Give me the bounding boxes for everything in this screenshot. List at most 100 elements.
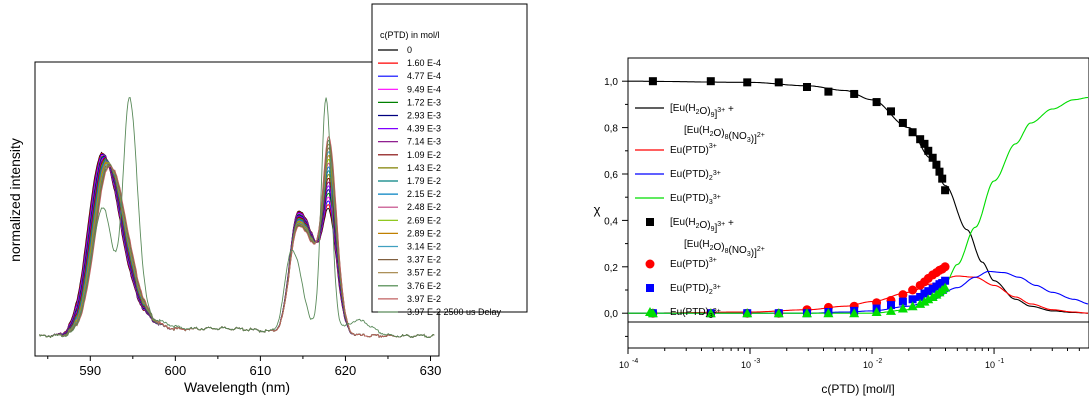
spectra-legend-box <box>371 3 528 313</box>
speciation-legend-marker <box>646 284 654 292</box>
speciation-x-tick-label: 10 <box>985 360 995 370</box>
speciation-point-series-3 <box>871 307 882 317</box>
spectra-legend-label: 3.57 E-2 <box>407 268 441 278</box>
speciation-legend-label-cont: [Eu(H2O)8(NO3)]2+ <box>684 239 765 259</box>
speciation-point-series-0 <box>920 139 929 148</box>
spectra-x-ticks: 590 600 610 620 630 <box>47 356 442 378</box>
speciation-point-series-3 <box>915 298 926 308</box>
speciation-point-series-3 <box>919 296 930 306</box>
spectra-legend-label: 1.79 E-2 <box>407 176 441 186</box>
speciation-point-series-1 <box>898 290 908 300</box>
speciation-point-series-2 <box>924 287 933 296</box>
speciation-point-series-0 <box>928 153 937 162</box>
spectra-x-tick-label: 610 <box>250 363 272 378</box>
speciation-point-series-0 <box>908 128 917 137</box>
speciation-x-tick-label: 10 <box>741 360 751 370</box>
spectra-x-tick-label: 620 <box>335 363 357 378</box>
spectra-legend-label: 9.49 E-4 <box>407 84 441 94</box>
speciation-point-series-3 <box>801 308 812 318</box>
speciation-point-series-2 <box>898 297 907 306</box>
speciation-point-series-0 <box>938 174 947 183</box>
speciation-chart: 0,00,20,40,60,81,0 10 -4 10 -3 10 -2 10 -1 c(PT… <box>594 57 1089 396</box>
speciation-point-series-0 <box>774 78 783 87</box>
spectra-legend: c(PTD) in mol/l 0 1.60 E-4 4.77 E-4 9.49 E-… <box>371 3 528 317</box>
speciation-x-tick-exponent: -1 <box>998 358 1004 365</box>
speciation-point-series-3 <box>849 308 860 318</box>
speciation-point-series-0 <box>706 77 715 86</box>
speciation-x-tick-exponent: -3 <box>754 358 760 365</box>
speciation-y-tick-label: 1,0 <box>604 77 618 88</box>
speciation-point-series-0 <box>941 186 950 195</box>
spectra-legend-label: 2.89 E-2 <box>407 228 441 238</box>
speciation-point-series-0 <box>743 78 752 87</box>
spectra-legend-label: 1.72 E-3 <box>407 97 441 107</box>
speciation-x-tick-exponent: -2 <box>876 358 882 365</box>
spectra-legend-label: 3.97 E-2 2500 us Delay <box>407 307 502 317</box>
spectra-x-tick-label: 630 <box>420 363 442 378</box>
speciation-x-tick-label: 10 <box>619 360 629 370</box>
speciation-point-series-3 <box>923 294 934 304</box>
speciation-point-series-2 <box>941 276 950 285</box>
speciation-x-ticks: 10 -4 10 -3 10 -2 10 -1 <box>619 348 1080 370</box>
speciation-x-tick-exponent: -4 <box>632 358 638 365</box>
spectra-legend-label: 3.76 E-2 <box>407 281 441 291</box>
speciation-point-series-0 <box>898 118 907 127</box>
spectra-legend-title: c(PTD) in mol/l <box>380 30 440 40</box>
spectra-legend-label: 3.97 E-2 <box>407 294 441 304</box>
spectra-legend-label: 1.09 E-2 <box>407 150 441 160</box>
speciation-y-axis-label: χ <box>594 202 601 217</box>
speciation-legend-label: [Eu(H2O)9]3+ + <box>670 103 734 120</box>
spectra-y-axis-label: normalized intensity <box>7 138 23 262</box>
speciation-point-series-3 <box>823 308 834 318</box>
speciation-point-series-0 <box>932 160 941 169</box>
speciation-legend-label: Eu(PTD)3+ <box>670 143 717 156</box>
speciation-point-series-2 <box>886 301 895 310</box>
speciation-point-series-0 <box>850 89 859 98</box>
speciation-legend-label: Eu(PTD)33+ <box>670 307 721 320</box>
speciation-legend-label-cont: [Eu(H2O)8(NO3)]2+ <box>684 125 765 145</box>
spectra-legend-label: 1.60 E-4 <box>407 58 441 68</box>
speciation-point-series-0 <box>802 83 811 91</box>
speciation-point-series-3 <box>705 308 716 318</box>
speciation-point-series-2 <box>916 292 925 301</box>
spectra-x-tick-label: 600 <box>164 363 186 378</box>
spectra-legend-label: 3.37 E-2 <box>407 255 441 265</box>
spectra-x-tick-label: 590 <box>79 363 101 378</box>
speciation-y-tick-label: 0,8 <box>604 124 618 135</box>
spectra-legend-label: 7.14 E-3 <box>407 137 441 147</box>
speciation-point-series-0 <box>886 107 895 116</box>
speciation-point-series-0 <box>872 98 881 107</box>
speciation-point-series-3 <box>907 301 918 311</box>
speciation-point-series-1 <box>940 262 950 272</box>
speciation-x-tick-label: 10 <box>863 360 873 370</box>
speciation-point-series-2 <box>908 295 917 304</box>
spectra-legend-label: 4.39 E-3 <box>407 124 441 134</box>
speciation-y-tick-label: 0,4 <box>604 216 618 227</box>
speciation-point-series-0 <box>924 146 933 155</box>
speciation-legend-label: [Eu(H2O)9]3+ + <box>670 217 734 234</box>
speciation-legend-marker <box>645 307 655 316</box>
speciation-legend-label: Eu(PTD)23+ <box>670 169 721 182</box>
spectra-chart: 590 600 610 620 630 Wavelength (nm) normaliz… <box>7 3 528 395</box>
spectrum-curve-delay <box>38 96 435 338</box>
speciation-y-tick-label: 0,0 <box>604 309 618 320</box>
spectra-legend-label: 2.69 E-2 <box>407 215 441 225</box>
speciation-point-series-3 <box>940 282 951 292</box>
speciation-legend-label: Eu(PTD)23+ <box>670 283 721 296</box>
speciation-y-ticks: 0,0 0,2 0,4 0,6 0,8 1,0 <box>604 77 628 337</box>
spectra-legend-label: 2.48 E-2 <box>407 202 441 212</box>
speciation-point-series-0 <box>824 87 833 96</box>
speciation-point-series-3 <box>773 308 784 318</box>
speciation-legend-marker <box>645 259 655 269</box>
speciation-plot-frame <box>627 57 1089 349</box>
spectra-legend-label: 4.77 E-4 <box>407 71 441 81</box>
speciation-point-series-0 <box>648 77 657 86</box>
speciation-point-series-1 <box>908 285 918 295</box>
speciation-point-series-3 <box>742 308 753 318</box>
spectra-legend-label: 0 <box>407 45 412 55</box>
speciation-x-axis-label: c(PTD) [mol/l] <box>821 382 894 396</box>
speciation-point-series-3 <box>885 305 896 315</box>
speciation-y-tick-label: 0,2 <box>604 263 618 274</box>
spectra-curves <box>38 96 435 338</box>
